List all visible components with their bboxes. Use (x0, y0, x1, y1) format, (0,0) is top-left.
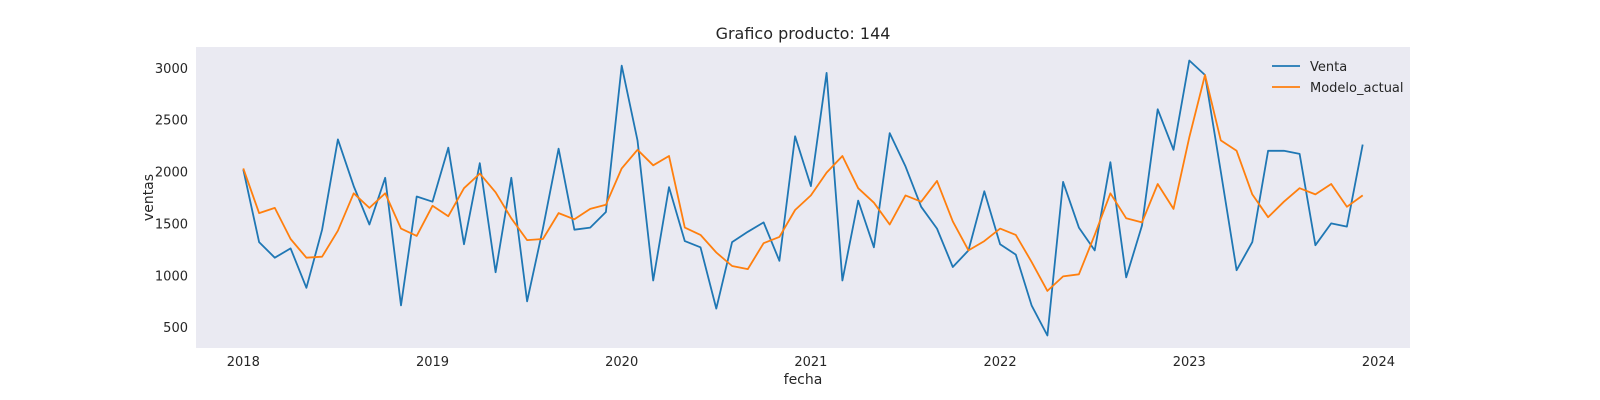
x-axis-label: fecha (784, 372, 823, 388)
chart-title: Grafico producto: 144 (716, 24, 891, 43)
y-tick-label: 3000 (155, 62, 188, 77)
x-tick-label: 2023 (1173, 355, 1206, 370)
y-tick-label: 1500 (155, 217, 188, 232)
y-axis: 500 1000 1500 2000 2500 3000 (155, 62, 188, 336)
y-tick-label: 2500 (155, 114, 188, 129)
series-line-venta (242, 59, 1364, 337)
y-tick-label: 2000 (155, 166, 188, 181)
plot-area (196, 47, 1410, 348)
y-tick-label: 500 (163, 321, 188, 336)
series-layer (242, 59, 1364, 337)
legend-label: Modelo_actual (1310, 81, 1404, 96)
series-line-modelo-actual (242, 74, 1364, 292)
x-tick-label: 2024 (1362, 355, 1395, 370)
legend-label: Venta (1310, 60, 1347, 75)
x-tick-label: 2019 (416, 355, 449, 370)
x-tick-label: 2022 (984, 355, 1017, 370)
x-tick-label: 2020 (605, 355, 638, 370)
x-tick-label: 2018 (227, 355, 260, 370)
y-axis-label: ventas (141, 174, 157, 221)
x-axis: 2018 2019 2020 2021 2022 2023 2024 (227, 355, 1395, 370)
x-tick-label: 2021 (794, 355, 827, 370)
legend: Venta Modelo_actual (1272, 60, 1404, 96)
y-tick-label: 1000 (155, 269, 188, 284)
